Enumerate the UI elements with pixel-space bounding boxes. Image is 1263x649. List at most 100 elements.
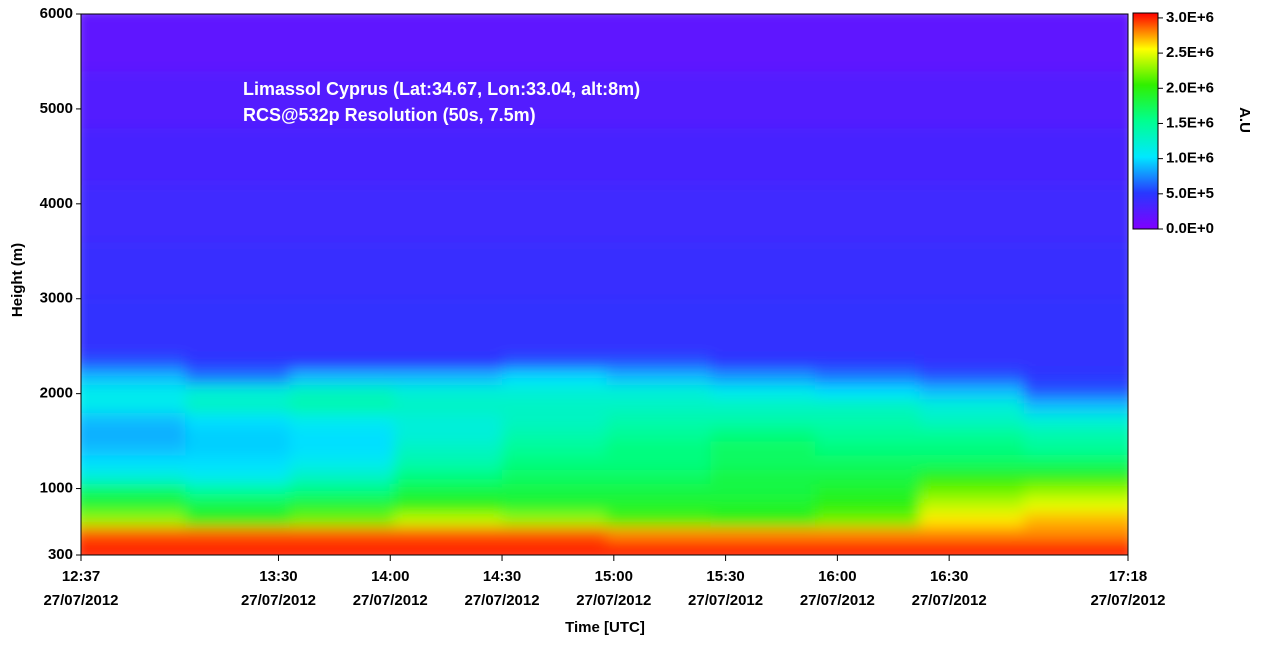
x-tick-label: 27/07/2012	[43, 592, 118, 609]
heatmap-cell	[185, 498, 291, 513]
heatmap-cell	[710, 498, 816, 513]
heatmap-cell	[710, 540, 816, 555]
x-tick-label: 27/07/2012	[800, 592, 875, 609]
x-tick-label: 14:30	[483, 568, 521, 585]
heatmap-cell	[502, 184, 607, 243]
heatmap-cell	[606, 441, 712, 456]
heatmap-cell	[815, 70, 920, 129]
heatmap-cell	[81, 184, 186, 243]
heatmap-cell	[606, 469, 712, 485]
heatmap-cell	[289, 184, 395, 243]
heatmap-cell	[710, 469, 816, 485]
colorbar-tick-label: 2.0E+6	[1166, 79, 1214, 96]
heatmap-cell	[919, 184, 1025, 243]
heatmap-cell	[393, 384, 503, 399]
heatmap-cell	[502, 355, 607, 371]
heatmap-cell	[606, 127, 712, 186]
heatmap-cell	[710, 70, 816, 129]
heatmap-cell	[919, 526, 1025, 542]
heatmap-cell	[710, 483, 816, 499]
heatmap-cell	[815, 412, 920, 428]
heatmap-cell	[81, 398, 186, 414]
heatmap-cell	[502, 412, 607, 428]
x-tick-label: 27/07/2012	[688, 592, 763, 609]
heatmap-cell	[81, 384, 186, 399]
y-tick-label: 3000	[40, 290, 73, 307]
y-tick-label: 1000	[40, 480, 73, 497]
heatmap-cell	[919, 412, 1025, 428]
heatmap-cell	[289, 369, 395, 385]
heatmap-cell	[185, 469, 291, 485]
y-tick-label: 5000	[40, 100, 73, 117]
heatmap-cell	[815, 369, 920, 385]
heatmap-cell	[185, 398, 291, 414]
heatmap-cell	[393, 512, 503, 528]
heatmap-cell	[81, 14, 186, 72]
heatmap-cell	[393, 184, 503, 243]
heatmap-cell	[1023, 298, 1128, 357]
x-tick-label: 17:18	[1109, 568, 1147, 585]
heatmap-cell	[81, 441, 186, 456]
heatmap-cell	[185, 355, 291, 371]
heatmap-cell	[815, 127, 920, 186]
heatmap-cell	[81, 526, 186, 542]
heatmap-cell	[81, 412, 186, 428]
heatmap-cell	[502, 298, 607, 357]
heatmap-cell	[1023, 127, 1128, 186]
heatmap-cell	[606, 355, 712, 371]
heatmap-cell	[81, 241, 186, 300]
heatmap-cell	[919, 483, 1025, 499]
heatmap-cell	[815, 14, 920, 72]
heatmap-cell	[393, 540, 503, 555]
heatmap-cell	[1023, 70, 1128, 129]
heatmap	[81, 14, 1128, 555]
heatmap-cell	[289, 512, 395, 528]
heatmap-cell	[289, 14, 395, 72]
heatmap-cell	[393, 241, 503, 300]
heatmap-cell	[502, 127, 607, 186]
annotation: RCS@532p Resolution (50s, 7.5m)	[243, 105, 536, 125]
heatmap-cell	[710, 14, 816, 72]
heatmap-cell	[289, 355, 395, 371]
heatmap-cell	[289, 412, 395, 428]
heatmap-cell	[502, 512, 607, 528]
heatmap-cell	[502, 384, 607, 399]
heatmap-cell	[81, 540, 186, 555]
heatmap-cell	[185, 184, 291, 243]
heatmap-cell	[502, 469, 607, 485]
heatmap-cell	[815, 540, 920, 555]
heatmap-cell	[502, 483, 607, 499]
heatmap-cell	[289, 241, 395, 300]
heatmap-cell	[815, 526, 920, 542]
heatmap-cell	[1023, 512, 1128, 528]
heatmap-cell	[710, 455, 816, 471]
x-axis-title: Time [UTC]	[565, 619, 645, 636]
heatmap-cell	[185, 14, 291, 72]
heatmap-cell	[606, 412, 712, 428]
colorbar-title: A.U	[1236, 107, 1253, 133]
x-tick-label: 27/07/2012	[576, 592, 651, 609]
heatmap-cell	[815, 184, 920, 243]
heatmap-cell	[289, 127, 395, 186]
heatmap-cell	[710, 512, 816, 528]
heatmap-cell	[81, 127, 186, 186]
heatmap-cell	[502, 241, 607, 300]
heatmap-cell	[710, 355, 816, 371]
heatmap-cell	[81, 298, 186, 357]
heatmap-cell	[919, 540, 1025, 555]
heatmap-cell	[1023, 426, 1128, 442]
heatmap-cell	[393, 298, 503, 357]
heatmap-cell	[502, 540, 607, 555]
heatmap-cell	[393, 526, 503, 542]
heatmap-cell	[289, 441, 395, 456]
heatmap-cell	[185, 426, 291, 442]
heatmap-cell	[919, 298, 1025, 357]
heatmap-cell	[919, 398, 1025, 414]
heatmap-cell	[393, 14, 503, 72]
heatmap-cell	[606, 14, 712, 72]
heatmap-cell	[502, 398, 607, 414]
colorbar-tick-label: 0.0E+0	[1166, 220, 1214, 237]
heatmap-cell	[185, 127, 291, 186]
heatmap-cell	[393, 127, 503, 186]
